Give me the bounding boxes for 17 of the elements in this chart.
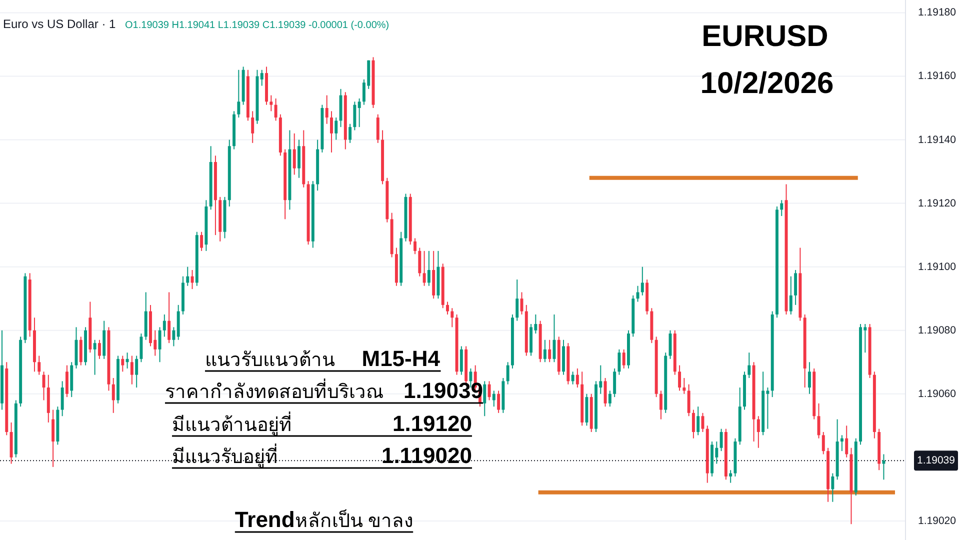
y-tick-label: 1.19120 [918, 197, 956, 210]
y-tick-label: 1.19080 [918, 324, 956, 336]
annotation: Euro vs US Dollar · 1 [3, 17, 116, 31]
y-tick-label: 1.19160 [918, 70, 956, 82]
y-tick-label: 1.19180 [918, 6, 956, 19]
y-tick-label: 1.19100 [918, 260, 956, 273]
annotation: มีแนวรับอยู่ที่ 1.119020 [172, 443, 472, 469]
y-tick-label: 1.19020 [918, 514, 956, 527]
title: EURUSD [702, 20, 828, 53]
ref-line-label: 1.19039 [917, 454, 955, 467]
annotation: มีแนวต้านอยู่ที่ 1.19120 [172, 411, 472, 437]
annotation: Trendหลักเป็น ขาลง [234, 507, 414, 533]
y-tick-label: 1.19060 [918, 388, 956, 400]
subtitle: 10/2/2026 [700, 67, 834, 100]
annotation: แนวรับแนวต้าน M15-H4 [205, 346, 441, 372]
annotation: O1.19039 H1.19041 L1.19039 C1.19039 -0.00001 (-0.00%) [125, 20, 390, 31]
y-tick-label: 1.19140 [918, 134, 956, 146]
